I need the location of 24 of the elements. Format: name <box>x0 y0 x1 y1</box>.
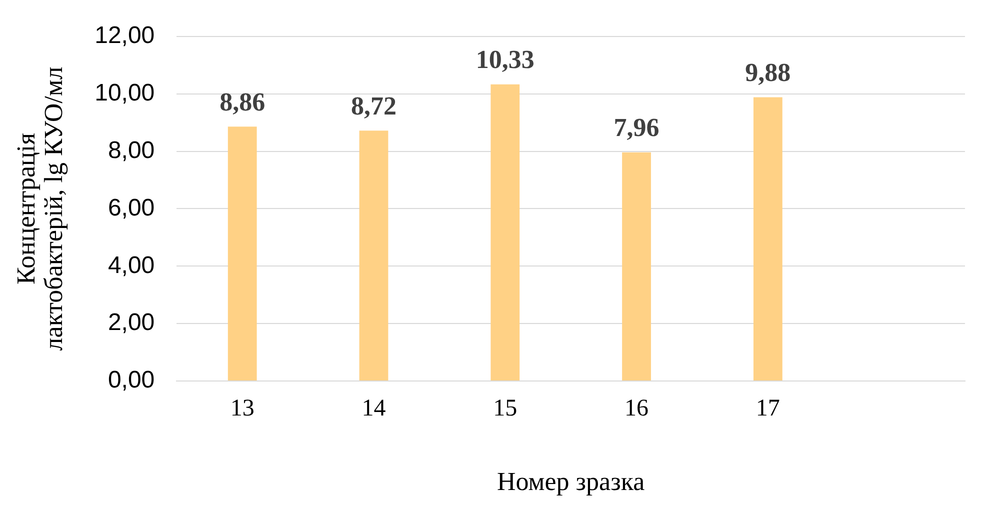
bar <box>622 152 651 380</box>
bar <box>490 84 520 380</box>
bar <box>228 126 257 380</box>
bar <box>359 130 388 380</box>
x-tick-label: 14 <box>362 396 386 422</box>
y-tick-label: 6,00 <box>108 194 155 222</box>
y-tick-label: 4,00 <box>108 252 155 279</box>
x-tick-label: 13 <box>230 396 254 422</box>
x-tick-label: 17 <box>756 396 780 422</box>
data-label: 9,88 <box>745 58 791 87</box>
y-tick-label: 10,00 <box>94 79 155 106</box>
y-tick-label: 8,00 <box>108 136 155 164</box>
y-axis-title: Концентрація лактобактерій, lg КУО/мл <box>11 66 68 351</box>
data-label: 8,72 <box>350 91 396 120</box>
x-axis-title: Номер зразка <box>497 467 646 496</box>
data-label: 10,33 <box>476 45 534 74</box>
data-label: 8,86 <box>220 87 266 116</box>
bar <box>753 97 782 380</box>
y-tick-label: 2,00 <box>108 309 155 336</box>
y-tick-label: 12,00 <box>94 22 155 50</box>
x-tick-label: 16 <box>624 396 649 422</box>
y-tick-label: 0,00 <box>108 366 155 394</box>
x-tick-label: 15 <box>493 396 518 422</box>
data-label: 7,96 <box>614 113 660 142</box>
